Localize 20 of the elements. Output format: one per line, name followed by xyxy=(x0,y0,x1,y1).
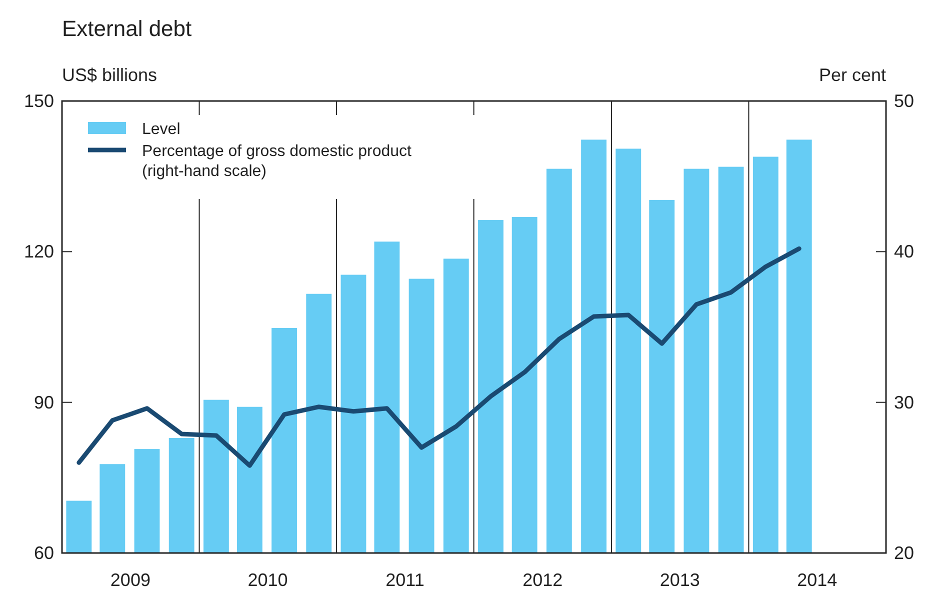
x-tick-label: 2011 xyxy=(386,570,424,590)
legend-label: Level xyxy=(142,121,180,138)
y-axis-title: US$ billions xyxy=(62,65,158,85)
y-tick-label: 150 xyxy=(24,91,54,111)
y2-axis-title: Per cent xyxy=(818,65,886,85)
y-tick-label: 90 xyxy=(34,392,54,412)
x-tick-label: 2010 xyxy=(248,570,288,590)
x-tick-label: 2013 xyxy=(660,570,700,590)
chart-title: External debt xyxy=(62,16,192,41)
y2-tick-label: 30 xyxy=(894,392,914,412)
x-tick-label: 2009 xyxy=(110,570,150,590)
y2-tick-label: 50 xyxy=(894,91,914,111)
y-tick-label: 60 xyxy=(34,543,54,563)
y-tick-label: 120 xyxy=(24,242,54,262)
x-tick-label: 2014 xyxy=(797,570,838,590)
line-series xyxy=(76,246,802,468)
y2-tick-label: 20 xyxy=(894,543,914,563)
legend-label: Percentage of gross domestic product (right-hand scale) xyxy=(142,143,412,180)
x-tick-label: 2012 xyxy=(522,570,563,590)
y2-tick-label: 40 xyxy=(894,242,914,262)
